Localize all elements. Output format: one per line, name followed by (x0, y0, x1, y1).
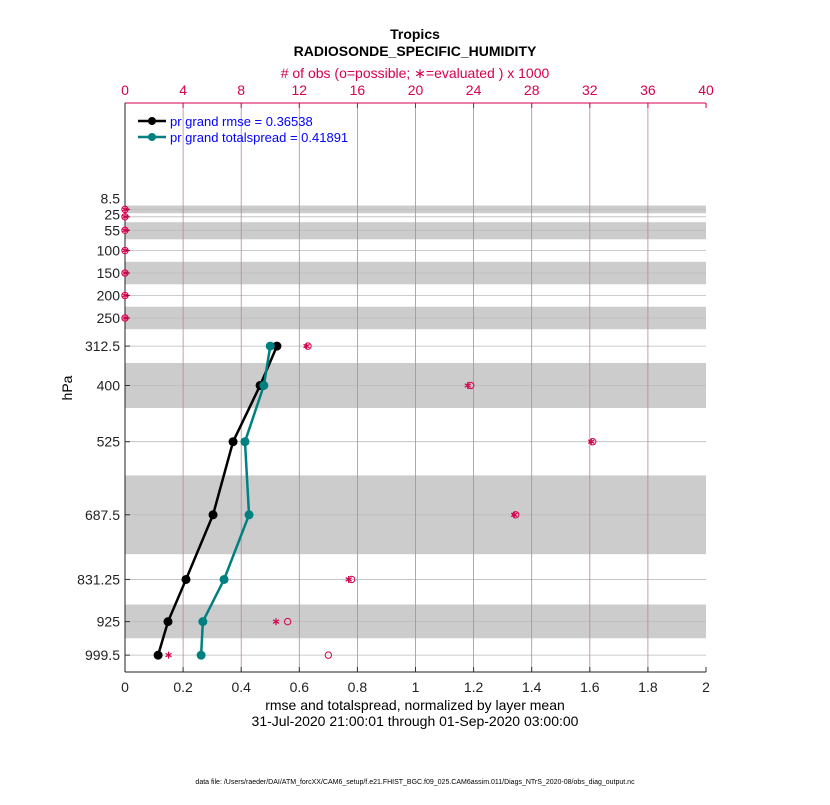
y-tick-label: 400 (97, 377, 121, 393)
y-tick-label: 25 (104, 206, 120, 222)
series-point (153, 650, 163, 660)
x-tick-label: 1.6 (580, 679, 600, 695)
obs-evaluated-marker (464, 381, 472, 389)
x-tick-label: 1.4 (522, 679, 542, 695)
y-tick-label: 150 (97, 265, 121, 281)
y-tick-label: 100 (97, 243, 121, 259)
obs-evaluated-marker (121, 213, 129, 221)
x-tick-label: 0 (121, 679, 129, 695)
obs-evaluated-marker (121, 205, 129, 213)
top-x-tick-label: 28 (524, 82, 540, 98)
series-point (272, 341, 282, 351)
top-x-tick-label: 12 (292, 82, 308, 98)
series-point (228, 437, 238, 447)
series-point (265, 341, 275, 351)
x-tick-label: 0.2 (173, 679, 193, 695)
x-tick-label: 0.4 (231, 679, 251, 695)
y-tick-label: 525 (97, 434, 121, 450)
obs-evaluated-marker (121, 226, 129, 234)
series-point (244, 510, 254, 520)
series-point (198, 617, 208, 627)
top-x-tick-label: 8 (237, 82, 245, 98)
series-point (181, 574, 191, 584)
top-x-tick-label: 16 (350, 82, 366, 98)
top-x-tick-label: 24 (466, 82, 482, 98)
top-x-tick-label: 36 (640, 82, 656, 98)
obs-evaluated-marker (587, 438, 595, 446)
x-tick-label: 0.6 (290, 679, 310, 695)
x-tick-label: 1.2 (464, 679, 484, 695)
x-axis-label: rmse and totalspread, normalized by laye… (265, 697, 565, 713)
x-axis-date-range: 31-Jul-2020 21:00:01 through 01-Sep-2020… (252, 713, 579, 729)
y-tick-label: 925 (97, 614, 121, 630)
series-point (219, 574, 229, 584)
y-tick-label: 687.5 (85, 507, 120, 523)
obs-possible-marker (324, 651, 333, 659)
chart-title: Tropics (390, 26, 440, 42)
obs-evaluated-marker (121, 269, 129, 277)
legend-entry: pr grand rmse = 0.36538 (170, 114, 313, 129)
y-axis-label: hPa (59, 375, 75, 400)
top-x-tick-label: 40 (698, 82, 714, 98)
series-point (240, 437, 250, 447)
y-tick-label: 999.5 (85, 647, 120, 663)
y-tick-label: 8.5 (101, 190, 121, 206)
top-x-tick-label: 0 (121, 82, 129, 98)
obs-evaluated-marker (303, 342, 310, 350)
series-point (196, 650, 206, 660)
obs-possible-marker (512, 511, 520, 519)
y-tick-label: 55 (104, 222, 120, 238)
obs-evaluated-marker (121, 247, 129, 255)
obs-evaluated-marker (272, 618, 280, 626)
series-point (208, 510, 218, 520)
x-tick-label: 0.8 (348, 679, 368, 695)
x-tick-label: 1 (412, 679, 420, 695)
data-file-footer: data file: /Users/raeder/DAI/ATM_forcXX/… (195, 779, 635, 786)
top-x-tick-label: 4 (179, 82, 187, 98)
legend-entry: pr grand totalspread = 0.41891 (170, 130, 348, 145)
top-x-tick-label: 20 (408, 82, 424, 98)
obs-possible-marker (589, 438, 597, 446)
series-point (259, 380, 269, 390)
obs-evaluated-marker (510, 511, 518, 519)
x-tick-label: 2 (702, 679, 710, 695)
obs-possible-marker (304, 342, 312, 350)
legend-marker (148, 117, 156, 125)
obs-evaluated-marker (121, 292, 129, 300)
x-tick-label: 1.8 (638, 679, 658, 695)
top-axis-label: # of obs (o=possible; ∗=evaluated ) x 10… (281, 65, 550, 81)
obs-possible-marker (283, 617, 292, 626)
y-tick-label: 250 (97, 310, 121, 326)
chart-subtitle: RADIOSONDE_SPECIFIC_HUMIDITY (294, 43, 537, 59)
y-tick-label: 831.25 (77, 571, 120, 587)
obs-evaluated-marker (345, 575, 353, 583)
series-point (163, 617, 173, 627)
top-x-tick-label: 32 (582, 82, 598, 98)
y-tick-label: 200 (97, 288, 121, 304)
obs-evaluated-marker (165, 651, 172, 659)
obs-evaluated-marker (121, 314, 129, 322)
legend-marker (148, 133, 156, 141)
y-tick-label: 312.5 (85, 338, 120, 354)
